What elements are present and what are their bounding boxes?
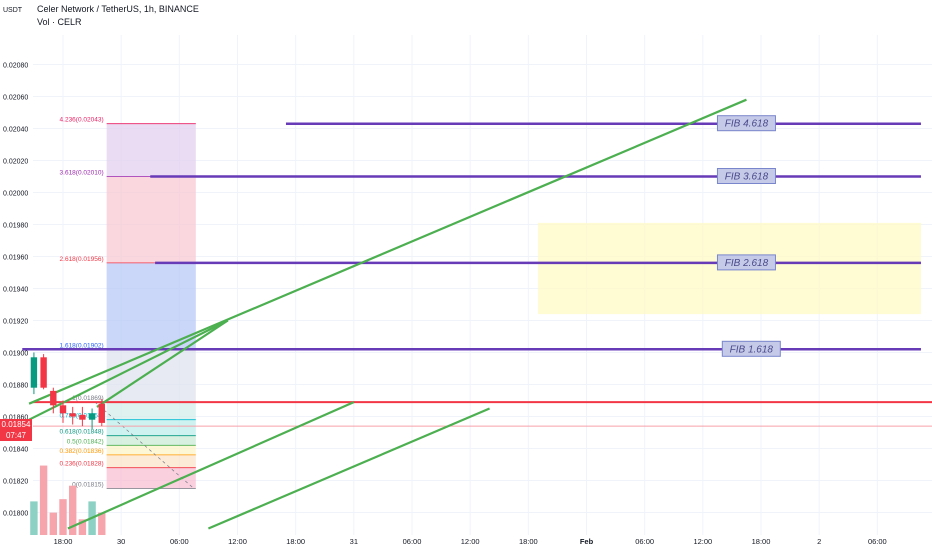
price-tick-label: 0.01800	[3, 511, 28, 518]
time-tick-label: 2	[817, 537, 821, 546]
fib-extension-label-box[interactable]	[716, 168, 776, 184]
price-tick-label: 0.01880	[3, 383, 28, 390]
fib-level-label: 0.382(0.01836)	[60, 448, 104, 455]
fib-extension-label-box[interactable]	[716, 254, 776, 271]
time-tick-label: 18:00	[286, 537, 305, 546]
candle-body[interactable]	[79, 414, 86, 420]
volume-bar	[49, 512, 58, 535]
fib-zone	[106, 419, 196, 436]
volume-bar	[30, 501, 38, 535]
trend-line[interactable]	[28, 319, 229, 421]
fib-zone	[106, 445, 196, 455]
fib-level-label: 2.618(0.01956)	[60, 256, 104, 263]
time-tick-label: 06:00	[635, 537, 654, 546]
fib-zone	[106, 435, 196, 446]
volume-bar	[68, 485, 77, 535]
price-tick-label: 0.02040	[3, 127, 28, 134]
current-price-badge: 0.01854 07:47	[0, 419, 32, 441]
price-tick-label: 0.01960	[3, 255, 28, 262]
price-tick-label: 0.02000	[3, 191, 28, 198]
price-axis-unit: USDT	[3, 7, 23, 14]
fib-diagonal	[94, 401, 195, 489]
fib-extension-label-box[interactable]	[721, 340, 781, 357]
candle-body[interactable]	[30, 357, 38, 388]
volume-indicator-label[interactable]: Vol · CELR	[37, 17, 82, 27]
fib-zone	[106, 176, 196, 263]
fib-level-label: 1.618(0.01902)	[60, 342, 104, 349]
trend-line[interactable]	[28, 98, 747, 405]
time-tick-label: Feb	[580, 537, 594, 546]
fib-level-label: 0(0.01815)	[72, 482, 103, 489]
fib-extension-label: FIB 1.618	[730, 344, 774, 355]
price-tick-label: 0.01940	[3, 287, 28, 294]
time-tick-label: 18:00	[519, 537, 538, 546]
time-tick-label: 18:00	[752, 537, 771, 546]
price-tick-label: 0.01860	[3, 415, 28, 422]
time-tick-label: 06:00	[403, 537, 422, 546]
fib-zone	[106, 467, 196, 489]
time-tick-label: 12:00	[693, 537, 712, 546]
fib-zone	[106, 262, 196, 350]
fib-level-label: 0.236(0.01828)	[60, 461, 104, 468]
time-tick-label: 18:00	[54, 537, 73, 546]
price-tick-label: 0.02020	[3, 159, 28, 166]
fib-extension-label: FIB 2.618	[725, 258, 769, 269]
price-tick-label: 0.01920	[3, 319, 28, 326]
time-tick-label: 06:00	[170, 537, 189, 546]
symbol-title[interactable]: Celer Network / TetherUS, 1h, BINANCE	[37, 4, 199, 14]
time-tick-label: 30	[117, 537, 125, 546]
fib-level-label: 0.618(0.01848)	[60, 429, 104, 436]
price-tick-label: 0.01820	[3, 479, 28, 486]
price-tick-label: 0.02080	[3, 63, 28, 70]
time-tick-label: 12:00	[228, 537, 247, 546]
trend-line[interactable]	[96, 319, 229, 408]
candle-body[interactable]	[98, 403, 105, 423]
price-tick-label: 0.02060	[3, 95, 28, 102]
time-tick-label: 31	[350, 537, 358, 546]
volume-bar	[98, 512, 106, 535]
price-tick-label: 0.01840	[3, 447, 28, 454]
fib-zone	[106, 123, 196, 177]
trend-line[interactable]	[207, 407, 490, 530]
volume-bar	[59, 499, 67, 535]
fib-extension-label: FIB 3.618	[725, 172, 769, 183]
fib-extension-label: FIB 4.618	[725, 119, 769, 130]
candle-body[interactable]	[50, 390, 57, 406]
fib-extension-label-box[interactable]	[716, 115, 776, 132]
candle-body[interactable]	[59, 405, 67, 414]
fib-zone	[106, 402, 196, 420]
time-tick-label: 06:00	[868, 537, 887, 546]
candle-body[interactable]	[40, 357, 47, 388]
fib-level-label: 4.236(0.02043)	[60, 117, 104, 124]
trend-line[interactable]	[67, 401, 355, 530]
candle-body[interactable]	[69, 413, 76, 417]
current-price-value: 0.01854	[1, 420, 31, 429]
volume-bar	[78, 519, 87, 535]
price-tick-label: 0.01900	[3, 351, 28, 358]
candle-body[interactable]	[88, 413, 96, 420]
fib-level-label: 0.5(0.01842)	[67, 438, 104, 445]
fib-level-label: 3.618(0.02010)	[60, 170, 104, 177]
candle-countdown: 07:47	[5, 431, 27, 440]
fib-zone	[106, 349, 196, 403]
fib-zone	[106, 454, 196, 468]
time-tick-label: 12:00	[461, 537, 480, 546]
volume-bar	[39, 465, 48, 535]
price-tick-label: 0.01980	[3, 223, 28, 230]
fib-level-label: 1(0.01869)	[72, 395, 103, 402]
